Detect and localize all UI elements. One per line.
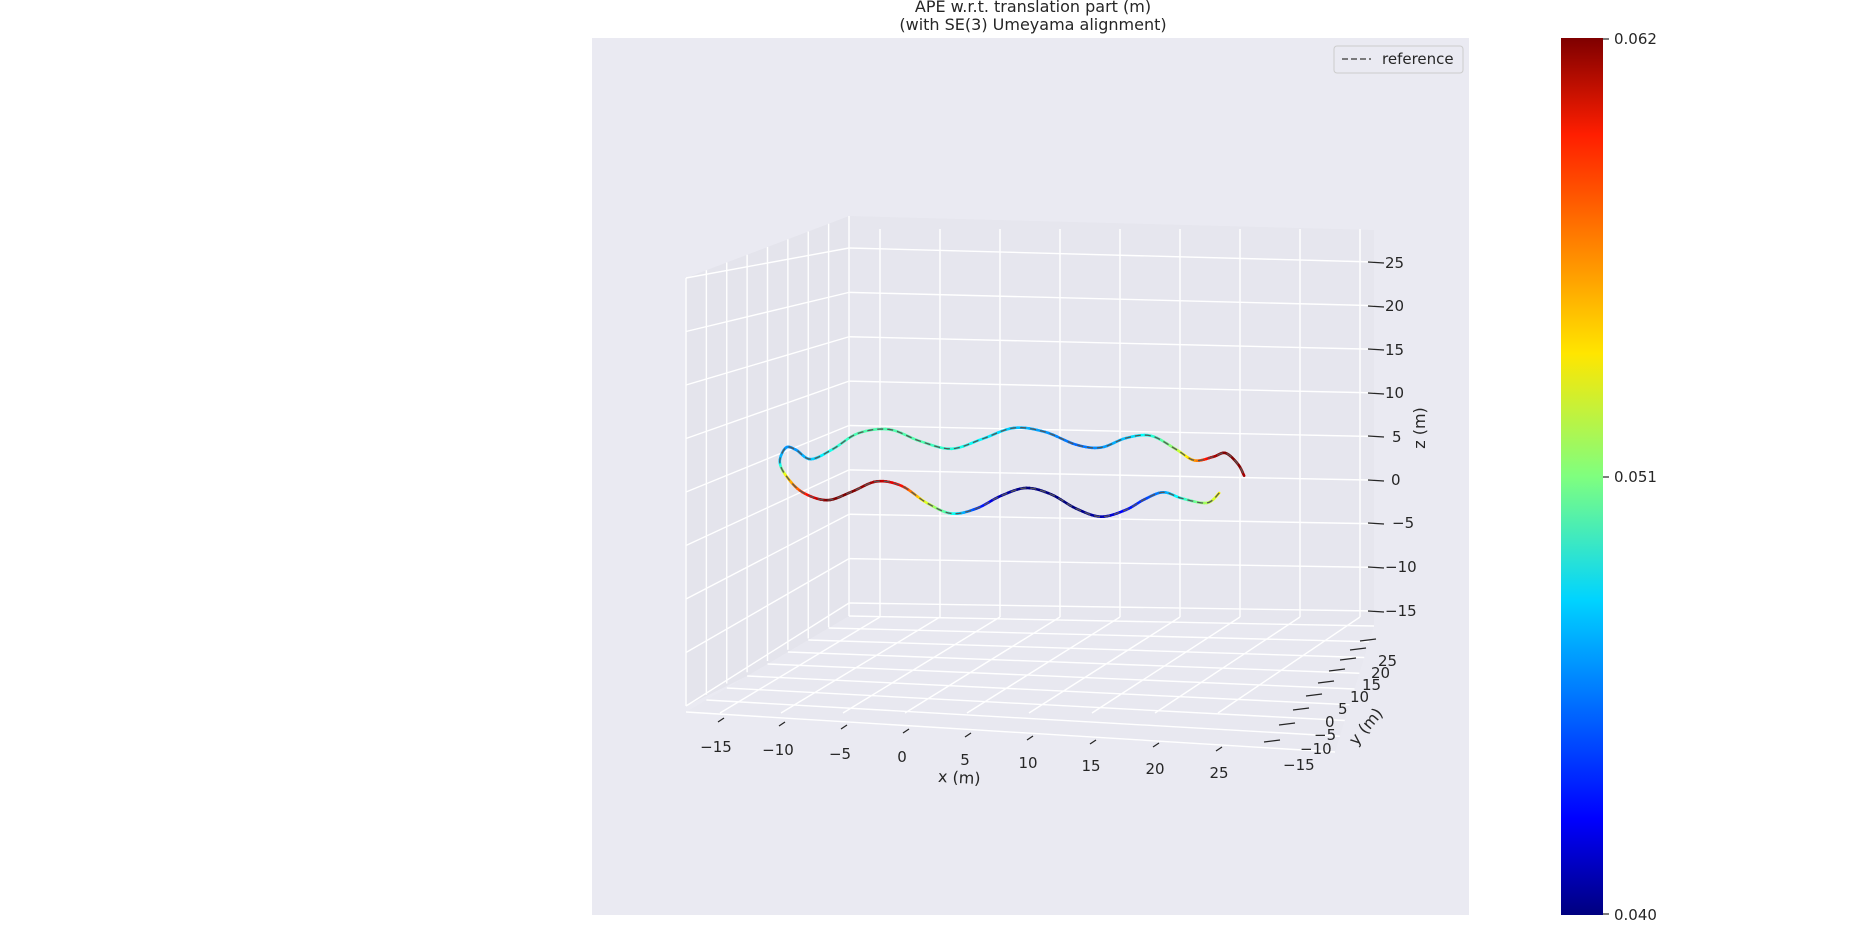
floor-grid-y-6 (808, 639, 1365, 659)
z-tick-mark-5 (1367, 392, 1385, 395)
x-tick-mark-0 (717, 717, 725, 723)
y-tick-mark-1 (1278, 722, 1296, 726)
y-tick-label-0: −15 (1283, 756, 1315, 774)
x-tick-label-4: 5 (960, 751, 970, 769)
chart-title-line-1: APE w.r.t. translation part (m) (915, 0, 1151, 16)
y-tick-label-4: 5 (1338, 700, 1348, 718)
back-grid-horizontal-4 (848, 424, 1375, 438)
back-grid-horizontal-0 (848, 602, 1375, 612)
y-tick-mark-7 (1349, 647, 1367, 651)
floor-grid-y-7 (828, 627, 1370, 643)
y-tick-label-8: 25 (1378, 652, 1397, 670)
y-tick-label-2: −5 (1314, 726, 1336, 744)
floor-grid-y-4 (767, 663, 1355, 690)
z-tick-mark-0 (1367, 610, 1385, 613)
z-tick-label-0: −15 (1385, 602, 1417, 620)
z-tick-label-5: 10 (1385, 384, 1404, 402)
z-tick-mark-2 (1367, 522, 1385, 525)
legend-box (1333, 45, 1464, 74)
x-axis-title: x (m) (938, 767, 982, 788)
back-pane (849, 216, 1374, 626)
colorbar-label-max: 0.062 (1614, 30, 1657, 48)
z-tick-label-7: 20 (1385, 297, 1404, 315)
x-tick-mark-5 (1026, 735, 1034, 741)
reference-path (779, 427, 1245, 518)
z-tick-mark-7 (1367, 305, 1385, 308)
y-tick-label-5: 10 (1350, 688, 1369, 706)
floor-grid-x-2 (842, 616, 1001, 714)
colorbar-label-mid: 0.051 (1614, 468, 1657, 486)
z-tick-label-4: 5 (1392, 428, 1402, 446)
y-tick-mark-4 (1317, 680, 1335, 684)
trajectory-reference-line (779, 427, 1245, 518)
back-grid-horizontal-3 (848, 469, 1375, 481)
z-axis-ticks: −15 −10 −5 0 5 10 15 20 25 z (m) (1367, 254, 1429, 620)
x-tick-label-7: 20 (1145, 760, 1164, 778)
x-tick-label-1: −10 (762, 741, 794, 759)
colorbar-label-min: 0.040 (1614, 906, 1657, 924)
x-tick-mark-6 (1089, 739, 1097, 745)
x-tick-mark-7 (1152, 742, 1160, 748)
z-tick-label-1: −10 (1385, 558, 1417, 576)
back-grid-horizontal-8 (848, 247, 1375, 263)
x-tick-label-6: 15 (1081, 757, 1100, 775)
z-tick-mark-1 (1367, 566, 1385, 569)
y-tick-label-1: −10 (1300, 740, 1332, 758)
z-tick-mark-6 (1367, 348, 1385, 351)
z-tick-mark-8 (1367, 261, 1385, 264)
chart-title-line-2: (with SE(3) Umeyama alignment) (899, 15, 1166, 34)
x-axis-ticks: −15 −10 −5 0 5 10 15 20 25 x (m) (700, 717, 1229, 788)
z-tick-label-6: 15 (1385, 341, 1404, 359)
grid-lines (685, 216, 1375, 753)
legend: reference (1333, 45, 1464, 74)
z-tick-mark-3 (1367, 479, 1385, 482)
z-tick-label-2: −5 (1392, 514, 1414, 532)
z-tick-mark-4 (1367, 435, 1385, 438)
floor-grid-x-4 (966, 616, 1121, 714)
back-grid-horizontal-2 (848, 513, 1375, 525)
back-grid-horizontal-6 (848, 336, 1375, 350)
colorbar (1561, 38, 1603, 915)
y-tick-mark-3 (1305, 693, 1323, 697)
x-tick-mark-4 (964, 732, 972, 738)
floor-grid-y-2 (726, 687, 1345, 722)
y-tick-mark-0 (1263, 739, 1281, 743)
y-tick-mark-5 (1328, 668, 1346, 672)
z-tick-label-3: 0 (1391, 471, 1401, 489)
back-grid-horizontal-1 (848, 557, 1375, 569)
x-tick-mark-1 (778, 721, 786, 727)
y-tick-label-3: 0 (1325, 713, 1335, 731)
x-tick-mark-2 (840, 724, 848, 730)
z-axis-title: z (m) (1410, 407, 1429, 449)
x-tick-mark-3 (902, 728, 910, 734)
x-tick-label-8: 25 (1209, 764, 1228, 782)
x-tick-label-0: −15 (700, 738, 732, 756)
x-tick-mark-8 (1215, 746, 1223, 752)
floor-pane (686, 616, 1374, 752)
floor-grid-x-5 (1028, 616, 1181, 714)
y-tick-label-6: 15 (1362, 676, 1381, 694)
floor-grid-y-3 (747, 675, 1350, 706)
legend-reference-label: reference (1382, 50, 1454, 68)
x-tick-label-5: 10 (1018, 754, 1037, 772)
y-tick-label-7: 20 (1371, 664, 1390, 682)
y-tick-mark-2 (1292, 707, 1310, 711)
back-grid-horizontal-7 (848, 291, 1375, 307)
y-tick-mark-6 (1339, 657, 1357, 661)
floor-grid-y-1 (706, 699, 1340, 737)
back-grid-horizontal-5 (848, 380, 1375, 394)
x-tick-label-3: 0 (897, 748, 907, 766)
y-tick-mark-8 (1359, 638, 1377, 642)
floor-grid-x-8 (1217, 616, 1361, 714)
x-tick-label-2: −5 (829, 745, 851, 763)
floor-grid-y-8 (848, 615, 1375, 627)
floor-grid-x-6 (1091, 616, 1241, 714)
floor-grid-y-0 (685, 711, 1336, 753)
floor-grid-y-5 (787, 651, 1360, 674)
z-tick-label-8: 25 (1385, 254, 1404, 272)
floor-grid-x-1 (780, 616, 941, 714)
